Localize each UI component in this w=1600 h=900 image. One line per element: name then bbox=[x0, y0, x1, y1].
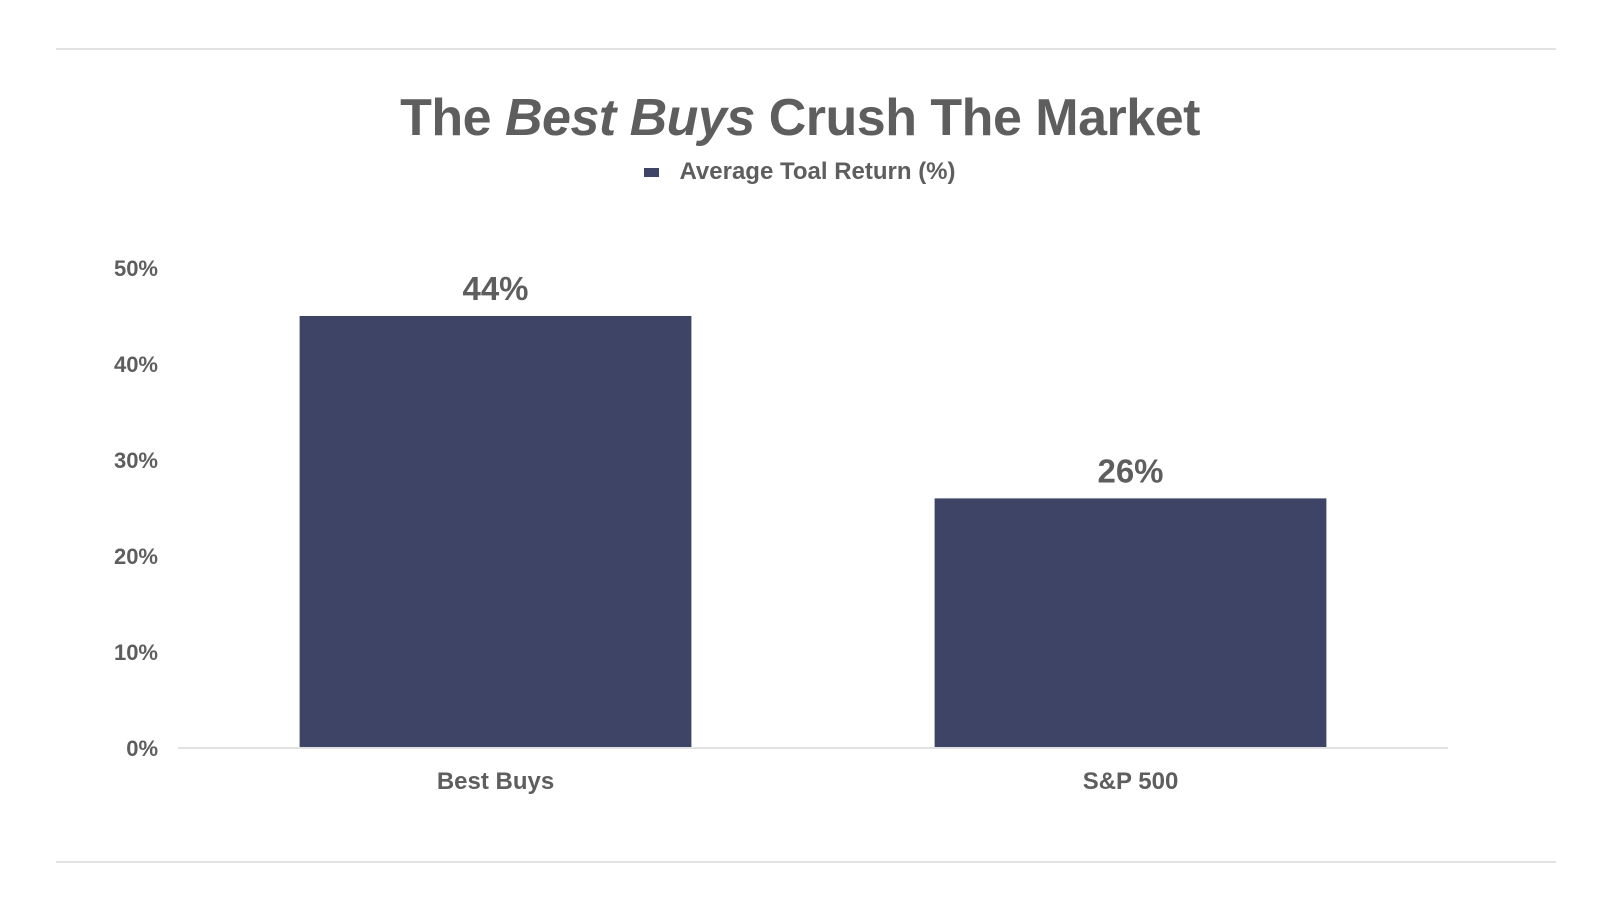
bottom-divider bbox=[56, 861, 1556, 863]
chart-title: The Best Buys Crush The Market bbox=[0, 88, 1600, 148]
data-label: 44% bbox=[462, 270, 528, 307]
y-tick-label: 30% bbox=[114, 448, 158, 473]
y-tick-label: 20% bbox=[114, 544, 158, 569]
data-label: 26% bbox=[1097, 452, 1163, 489]
chart-title-part-3: Crush The Market bbox=[754, 89, 1201, 147]
legend-swatch bbox=[644, 167, 660, 177]
y-tick-label: 50% bbox=[114, 256, 158, 281]
bar bbox=[299, 316, 692, 748]
legend-label: Average Toal Return (%) bbox=[679, 158, 956, 185]
y-tick-label: 10% bbox=[114, 640, 158, 665]
x-tick-label: S&P 500 bbox=[1083, 768, 1179, 795]
y-tick-label: 0% bbox=[126, 736, 158, 761]
chart-legend: Average Toal Return (%) bbox=[0, 158, 1600, 186]
y-tick-label: 40% bbox=[114, 352, 158, 377]
top-divider bbox=[56, 48, 1556, 50]
chart-title-part-1: The bbox=[400, 89, 505, 147]
bar bbox=[934, 498, 1327, 748]
x-tick-label: Best Buys bbox=[437, 768, 554, 795]
chart-title-emphasis: Best Buys bbox=[504, 89, 755, 147]
